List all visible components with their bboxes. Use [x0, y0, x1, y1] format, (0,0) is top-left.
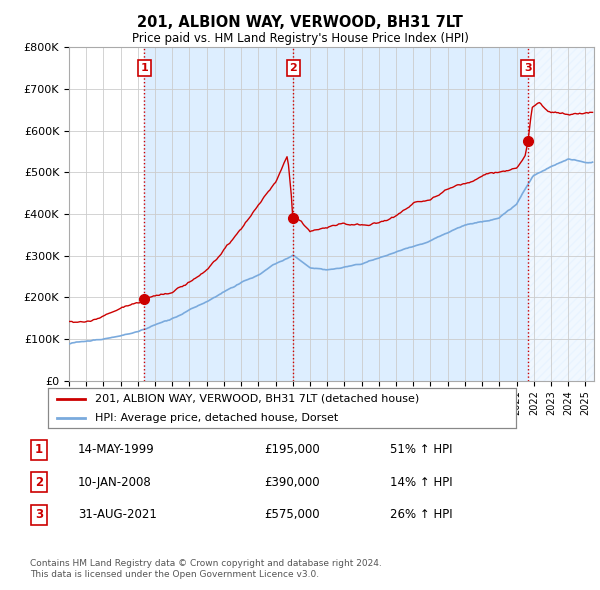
- Text: £575,000: £575,000: [264, 508, 320, 522]
- Text: 10-JAN-2008: 10-JAN-2008: [78, 476, 152, 489]
- Text: 201, ALBION WAY, VERWOOD, BH31 7LT (detached house): 201, ALBION WAY, VERWOOD, BH31 7LT (deta…: [95, 394, 419, 404]
- Text: 3: 3: [35, 508, 43, 522]
- Text: 2: 2: [289, 63, 297, 73]
- Text: £390,000: £390,000: [264, 476, 320, 489]
- Text: 31-AUG-2021: 31-AUG-2021: [78, 508, 157, 522]
- Text: Contains HM Land Registry data © Crown copyright and database right 2024.
This d: Contains HM Land Registry data © Crown c…: [30, 559, 382, 579]
- Text: 26% ↑ HPI: 26% ↑ HPI: [390, 508, 452, 522]
- Text: £195,000: £195,000: [264, 443, 320, 457]
- Text: 201, ALBION WAY, VERWOOD, BH31 7LT: 201, ALBION WAY, VERWOOD, BH31 7LT: [137, 15, 463, 30]
- Bar: [293, 47, 528, 381]
- Text: 14% ↑ HPI: 14% ↑ HPI: [390, 476, 452, 489]
- Text: HPI: Average price, detached house, Dorset: HPI: Average price, detached house, Dors…: [95, 413, 338, 422]
- Bar: [528, 47, 594, 381]
- Text: 2: 2: [35, 476, 43, 489]
- Text: 1: 1: [140, 63, 148, 73]
- Text: 1: 1: [35, 443, 43, 457]
- Text: Price paid vs. HM Land Registry's House Price Index (HPI): Price paid vs. HM Land Registry's House …: [131, 32, 469, 45]
- Text: 3: 3: [524, 63, 532, 73]
- Bar: [144, 47, 293, 381]
- Text: 14-MAY-1999: 14-MAY-1999: [78, 443, 155, 457]
- Text: 51% ↑ HPI: 51% ↑ HPI: [390, 443, 452, 457]
